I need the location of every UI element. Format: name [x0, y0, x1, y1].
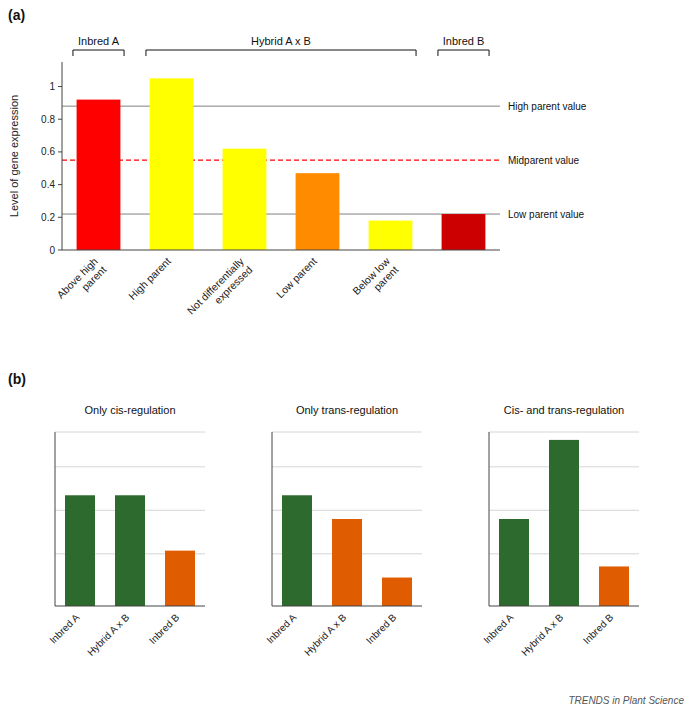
x-tick-label-line: Inbred A	[264, 611, 298, 645]
chart-title: Cis- and trans-regulation	[504, 404, 624, 416]
x-axis	[62, 250, 500, 251]
bar	[599, 566, 629, 606]
x-tick-label-line: Inbred B	[364, 611, 399, 646]
y-axis-label: Level of gene expression	[8, 95, 20, 217]
y-tick	[58, 86, 62, 87]
bar	[442, 214, 486, 250]
bars	[65, 495, 195, 606]
x-tick-label: Inbred B	[364, 611, 399, 646]
bar	[115, 495, 145, 606]
panel-label: (b)	[8, 371, 26, 387]
x-tick-label-line: parent	[79, 263, 109, 293]
reference-label: High parent value	[508, 101, 587, 112]
figure: 0 0.2 0.4 0.6 0.8 1 Above highparent High paren…	[0, 0, 694, 712]
panel-label: (a)	[8, 7, 25, 23]
x-tick-label: Inbred A	[481, 611, 515, 645]
x-tick-label: Below lowparent	[350, 255, 401, 306]
x-axis	[272, 606, 422, 607]
x-tick-label: High parent	[126, 255, 173, 302]
x-tick-label-line: expressed	[212, 263, 255, 306]
watermark: TRENDS in Plant Science	[568, 695, 684, 706]
brace-label: Hybrid A x B	[251, 35, 311, 47]
brace	[73, 50, 124, 56]
x-tick-label-line: Hybrid A x B	[302, 611, 349, 658]
y-tick	[58, 119, 62, 120]
y-axis	[55, 432, 56, 606]
x-tick-label-line: Inbred A	[481, 611, 515, 645]
grid-line	[55, 466, 205, 467]
x-tick-label: Low parent	[274, 255, 319, 300]
bar	[296, 173, 340, 250]
bars	[499, 440, 629, 606]
reference-label: Low parent value	[508, 209, 585, 220]
brace	[438, 50, 489, 56]
bar	[499, 519, 529, 606]
brace-label: Inbred A	[78, 35, 120, 47]
x-tick-label-line: Inbred A	[47, 611, 81, 645]
x-tick-label-line: Low parent	[274, 255, 319, 300]
x-tick-label: Hybrid A x B	[519, 611, 566, 658]
bar	[369, 221, 413, 250]
y-tick-label: 0	[49, 245, 55, 256]
y-tick-label: 0.4	[41, 179, 55, 190]
x-tick-label-line: Inbred B	[147, 611, 182, 646]
x-tick-label: Above highparent	[54, 255, 108, 309]
y-tick	[58, 217, 62, 218]
y-axis	[489, 432, 490, 606]
grid-line	[55, 432, 205, 433]
x-axis	[489, 606, 639, 607]
grid-line	[489, 432, 639, 433]
bars	[282, 495, 412, 606]
reference-line	[62, 214, 500, 215]
chart-1: Inbred AHybrid A x B Inbred B Only cis-reg…	[8, 371, 205, 658]
y-tick-label: 1	[49, 81, 55, 92]
chart-title: Only trans-regulation	[296, 404, 398, 416]
grid-line	[272, 432, 422, 433]
chart-title: Only cis-regulation	[84, 404, 175, 416]
y-tick-label: 0.2	[41, 212, 55, 223]
chart-3: Inbred AHybrid A x B Inbred B Cis- and tra…	[481, 404, 684, 706]
y-tick	[58, 250, 62, 251]
x-tick-label-line: High parent	[126, 255, 173, 302]
x-tick-label-line: parent	[371, 263, 401, 293]
chart-2: Inbred AHybrid A x B Inbred B Only trans-r…	[264, 404, 422, 658]
x-tick-label: Inbred B	[147, 611, 182, 646]
y-tick-label: 0.8	[41, 114, 55, 125]
x-tick-label-line: Hybrid A x B	[519, 611, 566, 658]
bar	[150, 78, 194, 250]
y-axis	[272, 432, 273, 606]
x-tick-label-line: Hybrid A x B	[85, 611, 132, 658]
bar	[549, 440, 579, 606]
reference-label: Midparent value	[508, 155, 580, 166]
x-tick-label-line: Inbred B	[581, 611, 616, 646]
x-tick-label: Inbred A	[264, 611, 298, 645]
x-tick-label: Hybrid A x B	[302, 611, 349, 658]
reference-line	[62, 106, 500, 107]
bar	[332, 519, 362, 606]
brace	[146, 50, 416, 56]
chart-0: 0 0.2 0.4 0.6 0.8 1 Above highparent High paren…	[8, 7, 587, 325]
bar	[282, 495, 312, 606]
y-tick	[58, 184, 62, 185]
x-axis	[55, 606, 205, 607]
x-tick-label: Hybrid A x B	[85, 611, 132, 658]
brace-label: Inbred B	[443, 35, 485, 47]
bar	[165, 551, 195, 606]
y-axis	[62, 62, 63, 250]
bar	[223, 149, 267, 250]
bars	[77, 78, 486, 250]
y-tick	[58, 151, 62, 152]
x-tick-label: Inbred B	[581, 611, 616, 646]
y-tick-label: 0.6	[41, 146, 55, 157]
bar	[382, 578, 412, 606]
x-tick-label: Not differentiallyexpressed	[184, 254, 255, 325]
bar	[65, 495, 95, 606]
grid-line	[272, 466, 422, 467]
x-tick-label: Inbred A	[47, 611, 81, 645]
bar	[77, 100, 121, 250]
background	[0, 0, 694, 712]
reference-line	[62, 159, 500, 160]
